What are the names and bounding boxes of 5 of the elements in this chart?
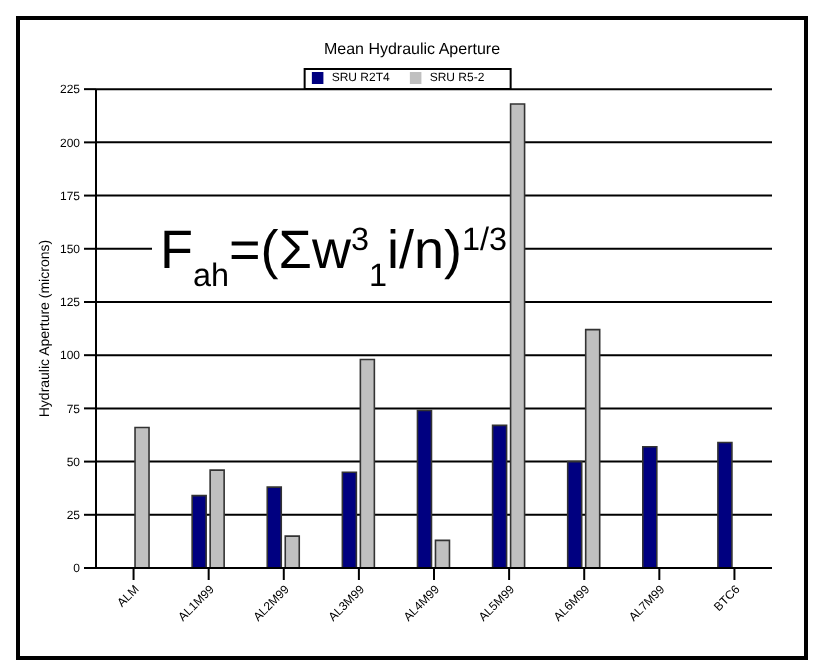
bar	[642, 445, 658, 568]
bar	[717, 441, 733, 568]
bar	[134, 426, 150, 568]
annotation: F$_{ah}$=(Σw$^{3}$$_{1}$i/n)$^{1/3}$	[160, 220, 508, 294]
chart-title: Mean Hydraulic Aperture	[321, 40, 503, 62]
